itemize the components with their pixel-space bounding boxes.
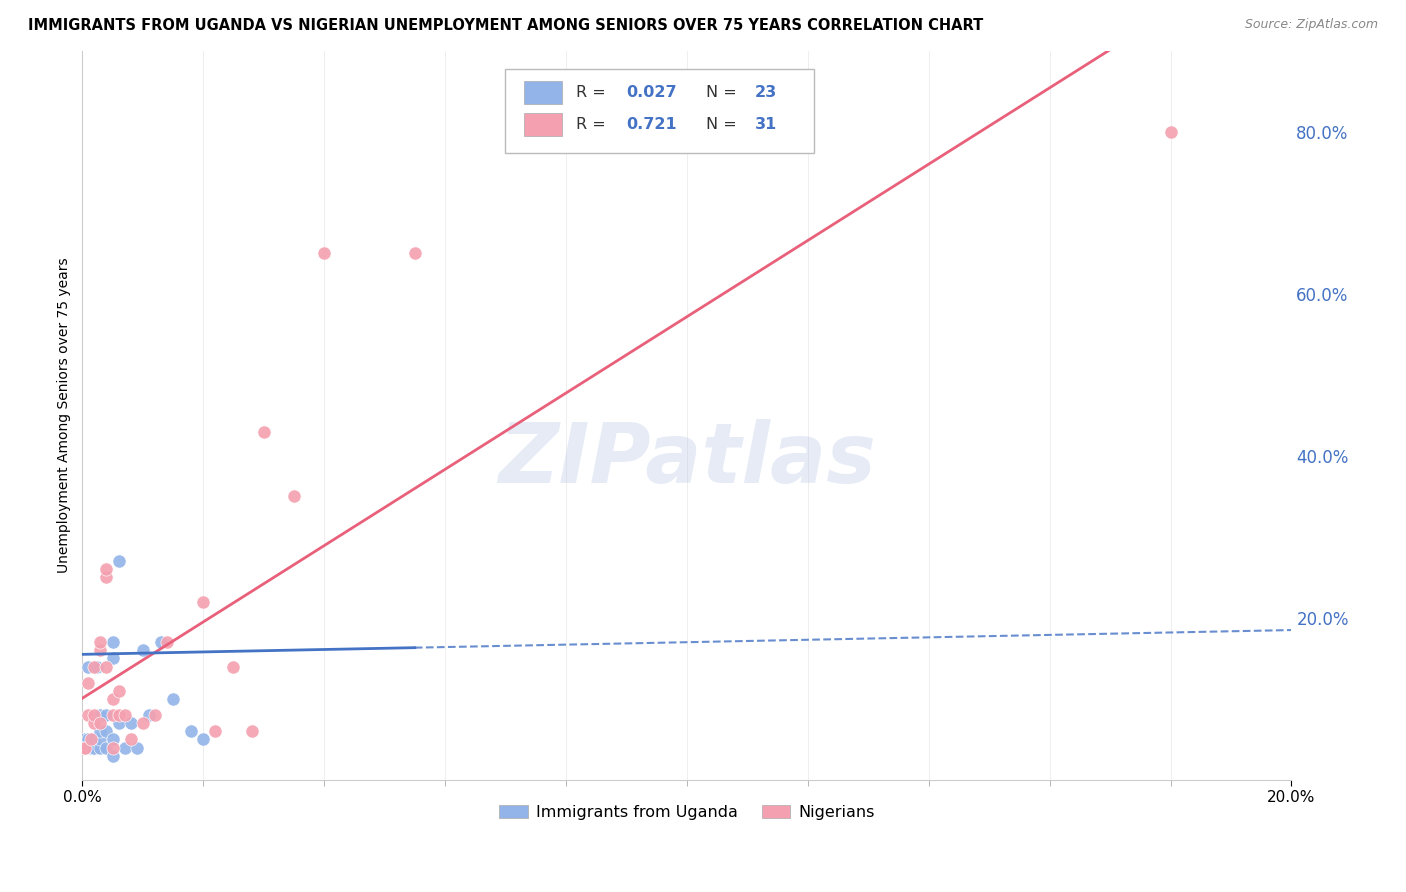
Point xyxy=(107,716,129,731)
Point xyxy=(107,554,129,568)
Point xyxy=(120,716,142,731)
Point xyxy=(96,562,118,576)
Point xyxy=(89,740,111,755)
Point xyxy=(75,740,97,755)
Point xyxy=(89,708,111,723)
Legend: Immigrants from Uganda, Nigerians: Immigrants from Uganda, Nigerians xyxy=(492,798,882,827)
Text: ZIPatlas: ZIPatlas xyxy=(498,418,876,500)
Point xyxy=(83,716,105,731)
Point xyxy=(114,740,136,755)
Point xyxy=(80,740,103,755)
Text: IMMIGRANTS FROM UGANDA VS NIGERIAN UNEMPLOYMENT AMONG SENIORS OVER 75 YEARS CORR: IMMIGRANTS FROM UGANDA VS NIGERIAN UNEMP… xyxy=(28,18,983,33)
Point xyxy=(77,659,100,673)
Point xyxy=(89,724,111,739)
Point xyxy=(83,732,105,747)
Point xyxy=(96,570,118,584)
Point xyxy=(125,740,148,755)
Point xyxy=(101,635,124,649)
Point xyxy=(283,489,305,503)
Bar xyxy=(523,112,562,136)
Point xyxy=(75,732,97,747)
Text: R =: R = xyxy=(575,85,610,100)
Point xyxy=(89,716,111,731)
Point xyxy=(80,732,103,747)
Point xyxy=(162,692,184,706)
Point xyxy=(96,708,118,723)
Point xyxy=(101,732,124,747)
Point xyxy=(101,748,124,763)
Point xyxy=(89,643,111,657)
Point xyxy=(143,708,166,723)
Point xyxy=(96,740,118,755)
Point xyxy=(107,708,129,723)
Point xyxy=(156,635,179,649)
Point xyxy=(77,732,100,747)
Point xyxy=(180,724,202,739)
Point xyxy=(120,732,142,747)
Point xyxy=(96,659,118,673)
Point xyxy=(193,732,215,747)
Point xyxy=(86,659,108,673)
Point xyxy=(83,740,105,755)
Point xyxy=(89,635,111,649)
Point xyxy=(101,708,124,723)
Point xyxy=(149,635,172,649)
Bar xyxy=(523,80,562,103)
Point xyxy=(1160,125,1182,139)
Text: 23: 23 xyxy=(755,85,778,100)
Point xyxy=(101,651,124,665)
Point xyxy=(77,675,100,690)
Text: N =: N = xyxy=(706,117,742,132)
Point xyxy=(101,692,124,706)
Point xyxy=(114,708,136,723)
Point xyxy=(83,659,105,673)
Point xyxy=(404,246,426,260)
Text: 31: 31 xyxy=(755,117,778,132)
Point xyxy=(73,740,96,755)
Text: 0.721: 0.721 xyxy=(627,117,678,132)
Point xyxy=(83,740,105,755)
Point xyxy=(83,708,105,723)
Text: R =: R = xyxy=(575,117,610,132)
Point xyxy=(138,708,160,723)
Point xyxy=(240,724,263,739)
Point xyxy=(101,740,124,755)
Text: 0.027: 0.027 xyxy=(627,85,678,100)
Y-axis label: Unemployment Among Seniors over 75 years: Unemployment Among Seniors over 75 years xyxy=(58,258,72,574)
Point xyxy=(314,246,336,260)
Point xyxy=(77,708,100,723)
Point xyxy=(132,643,155,657)
Text: N =: N = xyxy=(706,85,742,100)
Point xyxy=(89,732,111,747)
Point xyxy=(132,716,155,731)
FancyBboxPatch shape xyxy=(506,69,814,153)
Point xyxy=(253,425,276,439)
Point xyxy=(204,724,226,739)
Point xyxy=(222,659,245,673)
Point xyxy=(193,595,215,609)
Point xyxy=(96,724,118,739)
Point xyxy=(107,683,129,698)
Text: Source: ZipAtlas.com: Source: ZipAtlas.com xyxy=(1244,18,1378,31)
